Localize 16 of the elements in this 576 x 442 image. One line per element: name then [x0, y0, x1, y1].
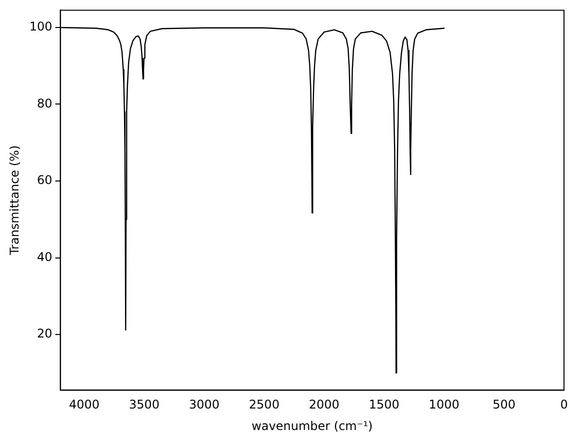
y-tick-label: 80	[37, 96, 52, 110]
y-tick-label: 20	[37, 326, 52, 341]
x-tick-label: 2500	[248, 398, 280, 412]
y-tick-label: 100	[29, 20, 52, 34]
y-tick-label: 60	[37, 173, 52, 188]
x-tick-label: 1000	[428, 398, 460, 412]
x-tick-label: 3000	[188, 398, 220, 412]
x-tick-label: 4000	[69, 398, 100, 412]
x-tick-label: 500	[492, 398, 516, 412]
y-axis-title: Transmittance (%)	[7, 145, 22, 256]
x-tick-label: 2000	[308, 398, 340, 412]
x-tick-label: 3500	[128, 398, 160, 412]
x-axis-title: wavenumber (cm⁻¹)	[252, 418, 373, 433]
x-tick-label: 1500	[368, 398, 400, 412]
x-tick-label: 0	[560, 398, 568, 412]
y-tick-label: 40	[37, 250, 52, 264]
